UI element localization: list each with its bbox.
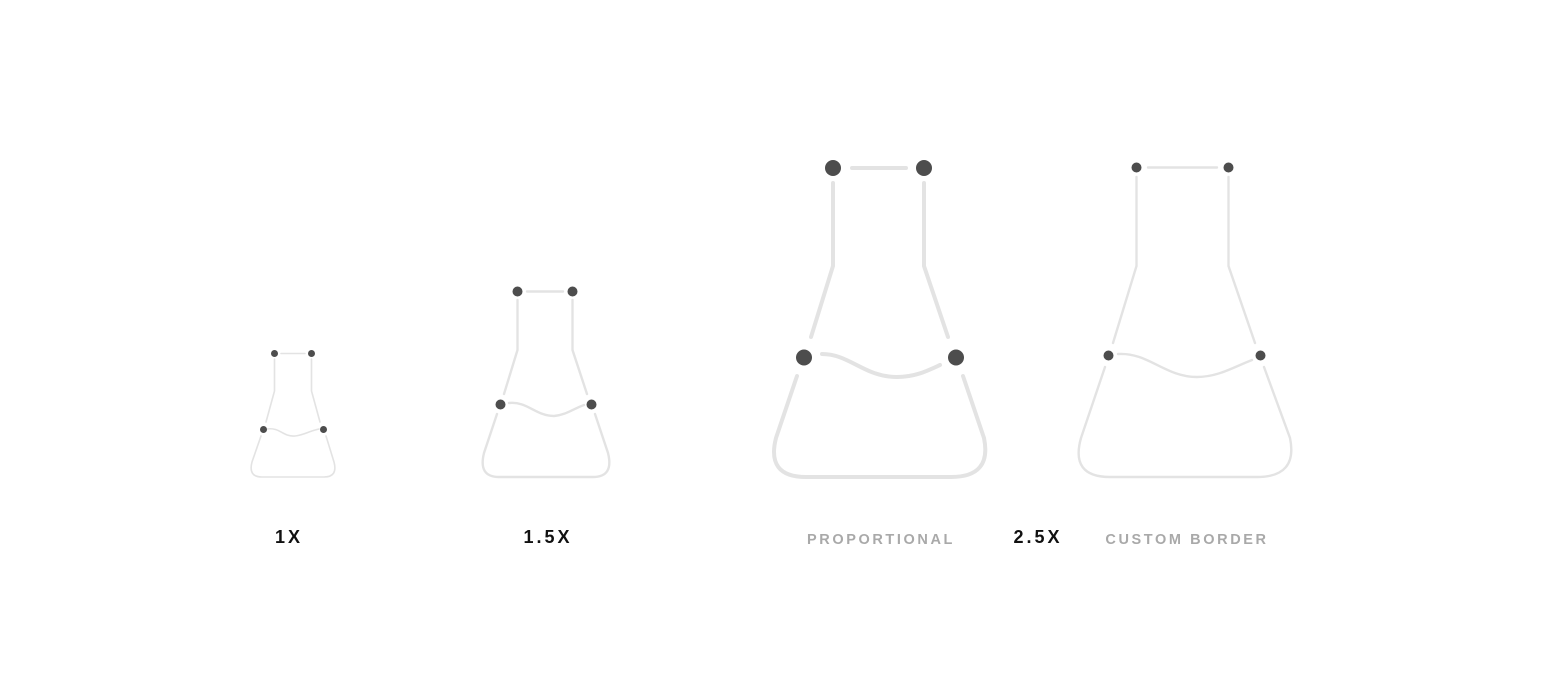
node-dot bbox=[260, 426, 267, 433]
flask-icon-2-5x-custom-border bbox=[1077, 162, 1293, 479]
node-dot bbox=[1255, 350, 1266, 361]
node-dot bbox=[512, 286, 523, 297]
node-dot bbox=[825, 160, 841, 176]
node-dot bbox=[495, 399, 506, 410]
flask-icon-1-5x bbox=[481, 286, 611, 479]
flask-icon-2-5x-proportional bbox=[772, 160, 988, 479]
label-proportional: PROPORTIONAL bbox=[806, 532, 956, 548]
node-dot bbox=[586, 399, 597, 410]
flask-icon-1x bbox=[250, 350, 336, 478]
node-dot bbox=[308, 350, 315, 357]
node-dot bbox=[796, 349, 812, 366]
node-dot bbox=[1103, 350, 1114, 361]
label-1x: 1X bbox=[274, 527, 304, 547]
node-dot bbox=[567, 286, 578, 297]
label-1-5x: 1.5X bbox=[523, 527, 573, 547]
node-dot bbox=[271, 350, 278, 357]
label-2-5x: 2.5X bbox=[1013, 527, 1063, 547]
node-dot bbox=[916, 160, 932, 176]
node-dot bbox=[320, 426, 327, 433]
node-dot bbox=[1223, 162, 1234, 173]
label-custom-border: CUSTOM BORDER bbox=[1105, 532, 1269, 548]
node-dot bbox=[948, 349, 964, 366]
node-dot bbox=[1131, 162, 1142, 173]
